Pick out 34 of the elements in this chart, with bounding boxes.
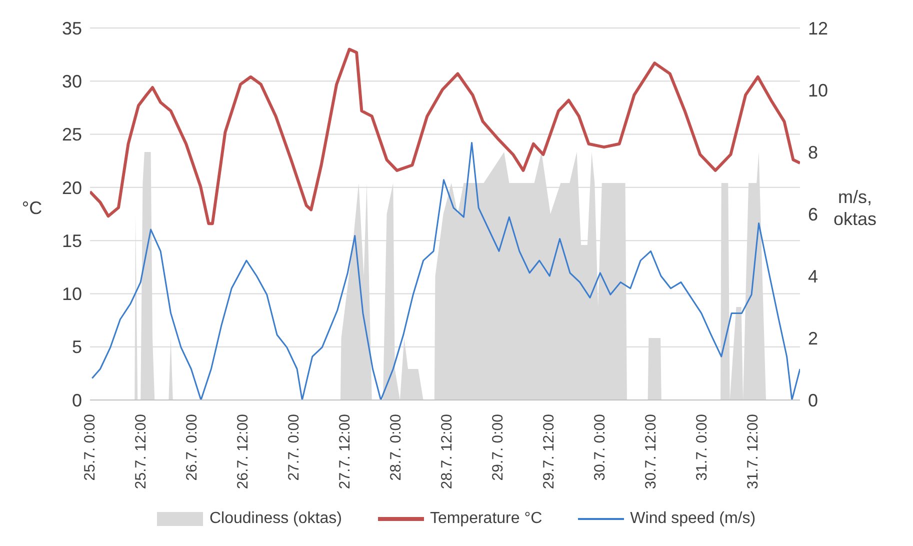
y2-tick-label: 0 [808, 390, 818, 410]
y-tick-label: 10 [62, 284, 82, 304]
legend-label: Wind speed (m/s) [630, 510, 756, 528]
y2-tick-label: 10 [808, 80, 828, 100]
y-tick-label: 0 [72, 390, 82, 410]
x-tick-label: 31.7. 0:00 [694, 414, 711, 481]
x-tick-label: 25.7. 12:00 [132, 414, 150, 490]
y-axis-title: °C [22, 198, 42, 218]
x-tick-label: 30.7. 0:00 [592, 414, 609, 481]
x-tick-label: 27.7. 12:00 [336, 414, 354, 490]
x-tick-label: 28.7. 12:00 [438, 414, 456, 490]
y2-tick-label: 2 [808, 328, 818, 348]
y-tick-label: 20 [62, 178, 82, 198]
x-tick-label: 26.7. 12:00 [234, 414, 252, 490]
x-tick-label: 31.7. 12:00 [744, 414, 762, 490]
x-tick-label: 27.7. 0:00 [286, 414, 303, 481]
x-tick-label: 29.7. 12:00 [540, 414, 558, 490]
x-tick-label: 25.7. 0:00 [82, 414, 98, 481]
y2-axis-title: m/s, oktas [833, 187, 877, 229]
y-tick-label: 35 [62, 18, 82, 38]
y-tick-label: 25 [62, 124, 82, 145]
x-tick-label: 26.7. 0:00 [184, 414, 201, 481]
x-tick-label: 28.7. 0:00 [388, 414, 405, 481]
x-tick-label: 30.7. 12:00 [642, 414, 660, 490]
y2-tick-label: 12 [808, 18, 828, 38]
legend-label: Temperature °C [430, 510, 542, 528]
y-tick-label: 5 [72, 337, 82, 358]
y2-tick-label: 4 [808, 266, 818, 286]
y2-tick-label: 6 [808, 204, 818, 224]
legend-label: Cloudiness (oktas) [209, 510, 342, 528]
y-tick-label: 15 [62, 230, 82, 251]
x-tick-label: 29.7. 0:00 [490, 414, 507, 481]
y2-tick-label: 8 [808, 142, 818, 162]
y-tick-label: 30 [62, 72, 82, 92]
